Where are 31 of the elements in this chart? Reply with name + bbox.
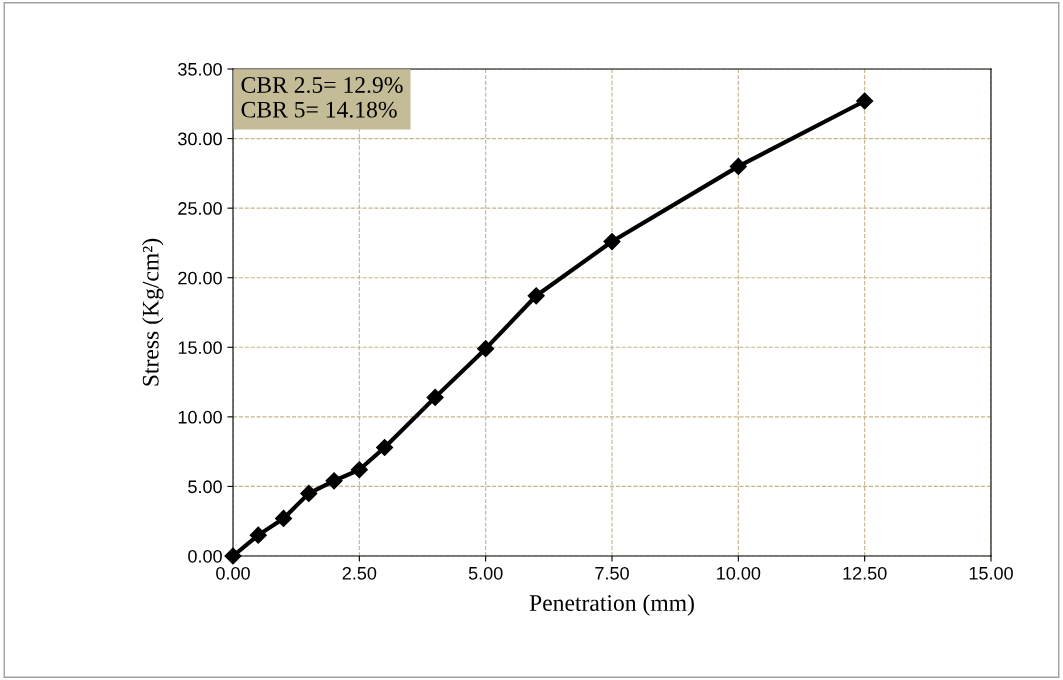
y-axis-title: Stress (Kg/cm²): [142, 238, 164, 386]
point: [300, 484, 318, 502]
point: [249, 526, 267, 544]
point: [325, 472, 343, 490]
point: [527, 287, 545, 305]
annotation: CBR 2.5= 12.9% CBR 5= 14.18%: [241, 76, 403, 118]
y-tick-label: 25.00: [178, 202, 222, 215]
x-tick-label: 15.00: [969, 566, 1013, 580]
point: [426, 388, 444, 406]
x-tick-label: 5.00: [468, 566, 503, 580]
point: [376, 438, 394, 457]
point: [224, 547, 242, 565]
y-tick-label: 35.00: [178, 62, 222, 76]
x-tick-label: 0.00: [216, 566, 250, 580]
y-tick-label: 10.00: [178, 410, 222, 424]
y-tick-label: 5.00: [188, 480, 222, 494]
x-tick-label: 2.50: [342, 566, 377, 580]
x-tick-label: 10.00: [717, 566, 761, 580]
point: [856, 92, 874, 110]
point: [350, 461, 368, 479]
point: [603, 232, 621, 251]
x-tick-label: 12.50: [843, 566, 887, 580]
x-tick-label: 7.50: [595, 566, 629, 580]
point: [274, 509, 293, 527]
y-tick-label: 20.00: [178, 271, 222, 285]
y-tick-label: 15.00: [178, 341, 222, 355]
point: [477, 340, 495, 358]
point: [729, 157, 747, 175]
y-tick-label: 0.00: [188, 549, 222, 563]
y-tick-label: 30.00: [178, 132, 222, 146]
x-axis-title: Penetration (mm): [529, 594, 694, 616]
